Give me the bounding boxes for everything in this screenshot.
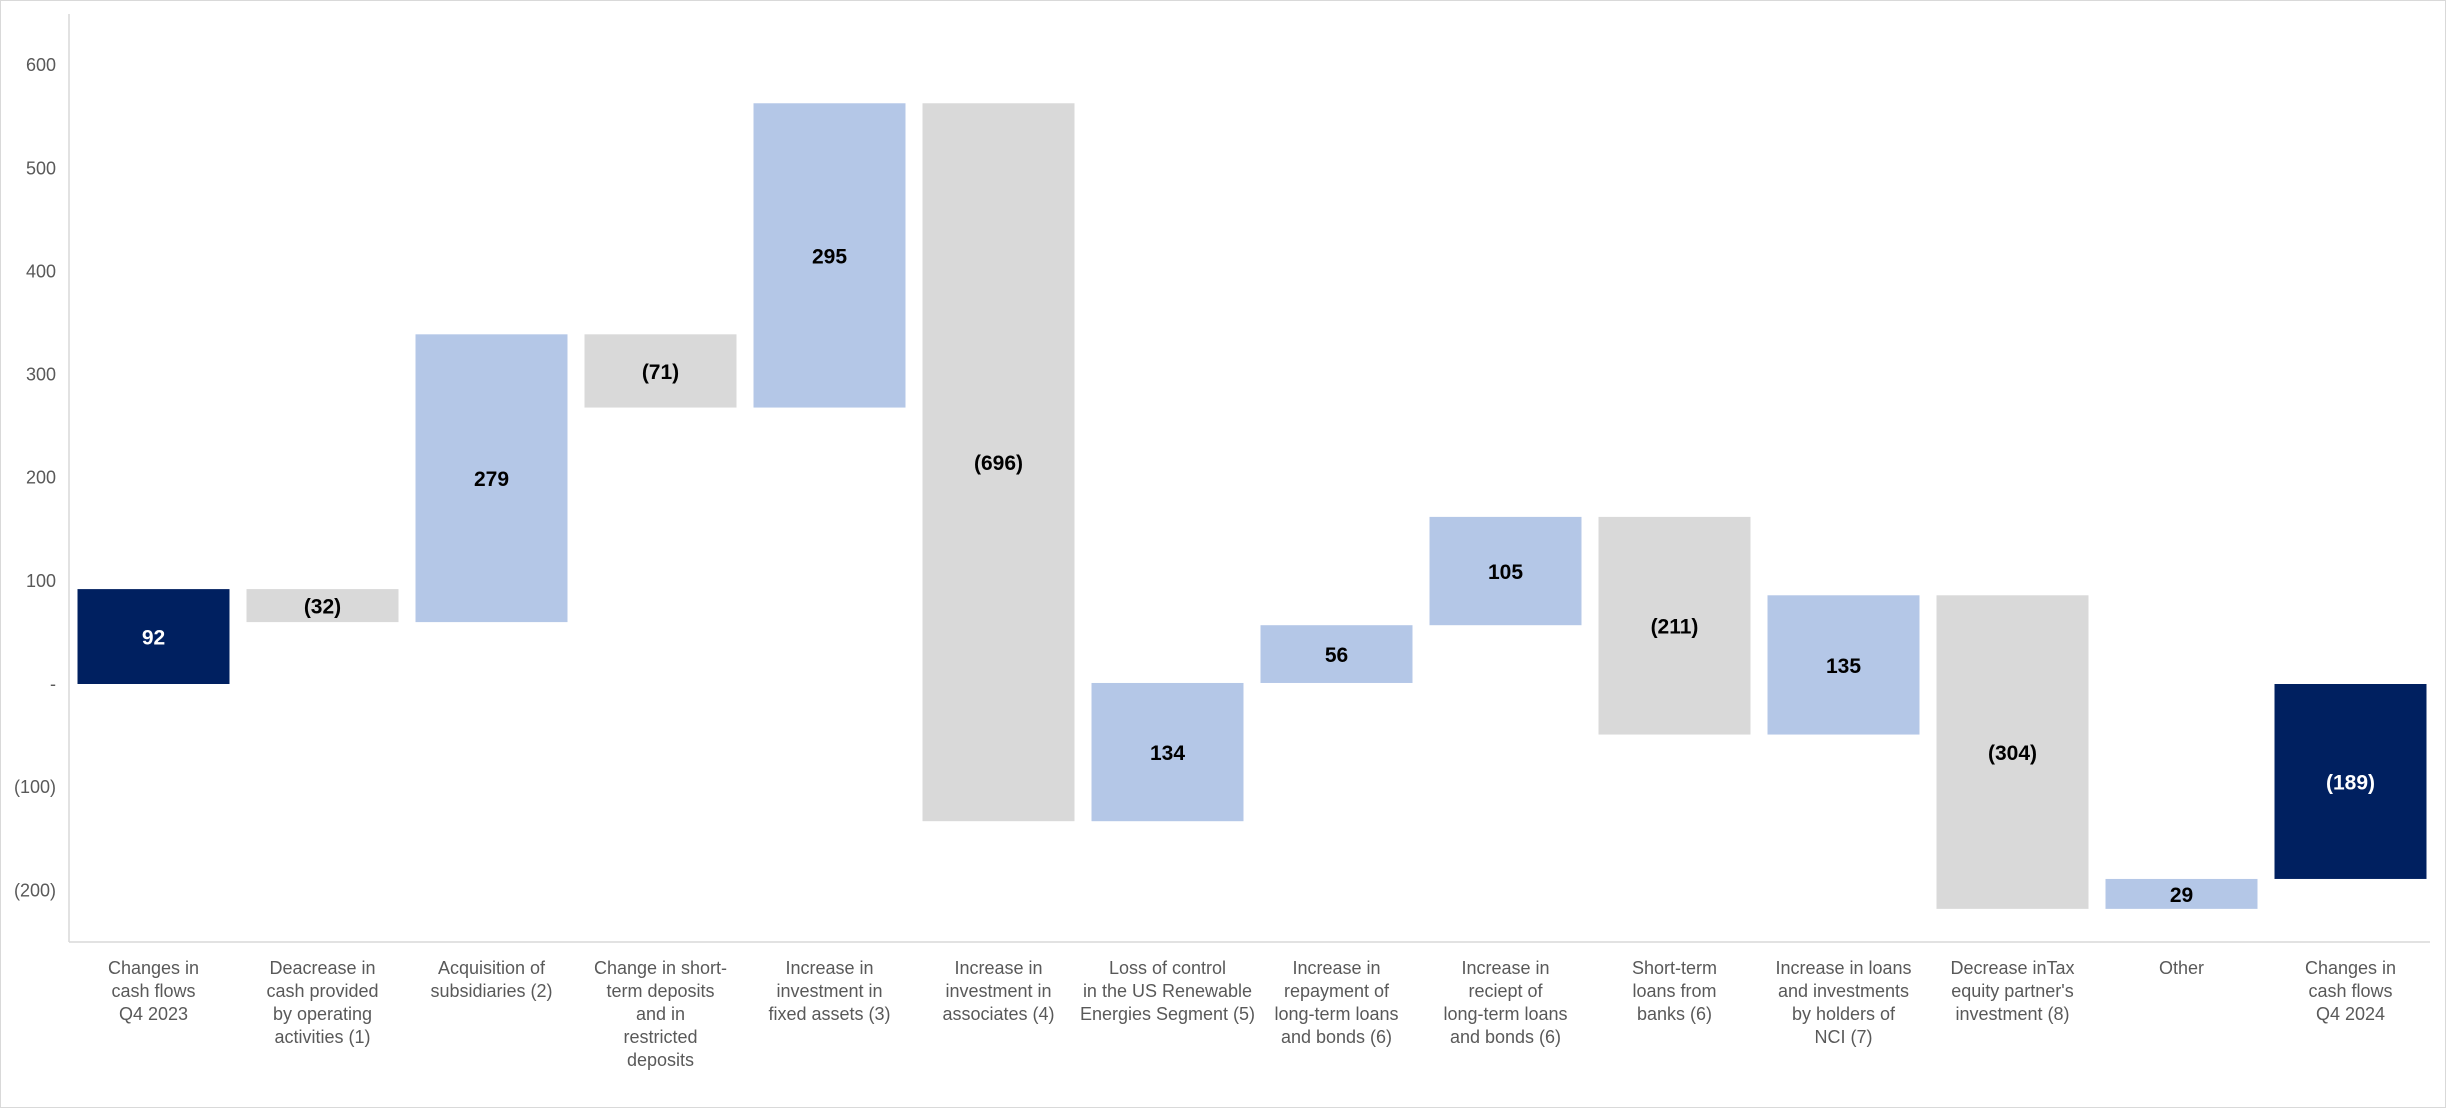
data-label: 295 <box>812 245 847 268</box>
bar-increase <box>1091 682 1244 822</box>
data-label: (189) <box>2326 771 2375 794</box>
category-label-line: Decrease inTax <box>1950 958 2074 978</box>
category-label-line: by holders of <box>1792 1004 1896 1024</box>
y-tick-label: 500 <box>26 158 56 178</box>
y-tick-label: 100 <box>26 571 56 591</box>
category-label-line: investment (8) <box>1955 1004 2069 1024</box>
bar-total <box>77 589 230 684</box>
category-label-line: associates (4) <box>942 1004 1054 1024</box>
category-label: Loss of control in the US Renewable Energi… <box>1080 958 1255 1024</box>
category-label-line: term deposits <box>606 981 714 1001</box>
category-label-line: Q4 2024 <box>2316 1004 2385 1024</box>
category-label-line: restricted <box>623 1027 697 1047</box>
category-label-line: subsidiaries (2) <box>430 981 552 1001</box>
category-label-line: Increase in <box>1461 958 1549 978</box>
category-label: Changes in cash flows Q4 2023 <box>108 958 199 1024</box>
y-tick-label: 400 <box>26 261 56 281</box>
data-label: 56 <box>1325 644 1348 667</box>
category-label-line: repayment of <box>1284 981 1390 1001</box>
category-label-line: Increase in <box>1292 958 1380 978</box>
category-label-line: Other <box>2159 958 2204 978</box>
data-label: (211) <box>1651 616 1699 639</box>
category-label-line: deposits <box>627 1050 694 1070</box>
category-label: Increase in repayment of long-term loans an… <box>1274 958 1398 1047</box>
category-label-line: Increase in loans <box>1775 958 1911 978</box>
category-label-line: and bonds (6) <box>1450 1027 1561 1047</box>
category-label-line: Changes in <box>108 958 199 978</box>
data-label: (304) <box>1988 742 2037 765</box>
category-label-line: Increase in <box>785 958 873 978</box>
y-tick-label: - <box>50 674 56 694</box>
category-label-line: equity partner's <box>1951 981 2074 1001</box>
bar-decrease <box>1598 516 1751 735</box>
data-label: 92 <box>142 627 165 650</box>
bar-increase <box>1767 595 1920 735</box>
category-label-line: long-term loans <box>1274 1004 1398 1024</box>
category-label-line: Change in short- <box>594 958 727 978</box>
bar-decrease <box>1936 595 2089 909</box>
bar-decrease <box>246 589 399 623</box>
category-label-line: investment in <box>945 981 1051 1001</box>
data-label: 105 <box>1488 561 1523 584</box>
category-label-line: Acquisition of <box>438 958 546 978</box>
category-label-line: Changes in <box>2305 958 2396 978</box>
y-tick-label: (100) <box>14 777 56 797</box>
category-label-line: loans from <box>1632 981 1716 1001</box>
category-label-line: cash flows <box>2308 981 2392 1001</box>
category-label-line: cash provided <box>266 981 378 1001</box>
y-tick-label: (200) <box>14 880 56 900</box>
bar-increase <box>1260 625 1413 683</box>
y-tick-label: 300 <box>26 365 56 385</box>
data-label: 279 <box>474 468 509 491</box>
category-label-line: and in <box>636 1004 685 1024</box>
data-label: 29 <box>2170 884 2193 907</box>
data-label: (696) <box>974 452 1023 475</box>
category-label-line: in the US Renewable <box>1083 981 1252 1001</box>
category-label-line: activities (1) <box>274 1027 370 1047</box>
category-label-line: fixed assets (3) <box>768 1004 890 1024</box>
category-label-line: reciept of <box>1468 981 1543 1001</box>
y-tick-label: 200 <box>26 468 56 488</box>
category-label: Other <box>2159 958 2204 978</box>
category-label-line: and investments <box>1778 981 1909 1001</box>
y-tick-label: 600 <box>26 55 56 75</box>
category-label-line: investment in <box>776 981 882 1001</box>
data-label: (71) <box>642 361 679 384</box>
category-label-line: Energies Segment (5) <box>1080 1004 1255 1024</box>
category-label: Increase in investment in fixed assets (3) <box>768 958 890 1024</box>
bar-increase <box>1429 516 1582 626</box>
category-label: Acquisition of subsidiaries (2) <box>430 958 552 1001</box>
data-label: 134 <box>1150 742 1185 765</box>
bar-increase <box>2105 878 2258 909</box>
category-label-line: banks (6) <box>1637 1004 1712 1024</box>
category-label: Increase in investment in associates (4) <box>942 958 1054 1024</box>
bar-increase <box>415 334 568 623</box>
category-label-line: Short-term <box>1632 958 1717 978</box>
data-label: 135 <box>1826 655 1861 678</box>
category-label: Increase in reciept of long-term loans and … <box>1443 958 1567 1047</box>
category-label-line: cash flows <box>111 981 195 1001</box>
category-label: Increase in loans and investments by holde… <box>1775 958 1911 1047</box>
category-label: Short-term loans from banks (6) <box>1632 958 1717 1024</box>
category-label-line: and bonds (6) <box>1281 1027 1392 1047</box>
bar-total <box>2274 684 2427 879</box>
bar-decrease <box>584 334 737 408</box>
category-label-line: Loss of control <box>1109 958 1226 978</box>
category-label-line: long-term loans <box>1443 1004 1567 1024</box>
category-label: Change in short-term deposits and in restr… <box>594 958 727 1070</box>
category-label-line: Q4 2023 <box>119 1004 188 1024</box>
category-label-line: by operating <box>273 1004 372 1024</box>
category-label-line: Deacrease in <box>269 958 375 978</box>
category-label-line: Increase in <box>954 958 1042 978</box>
data-label: (32) <box>304 596 341 619</box>
category-label-line: NCI (7) <box>1815 1027 1873 1047</box>
category-label: Deacrease in cash provided by operating act… <box>266 958 378 1047</box>
bar-increase <box>753 103 906 408</box>
category-label: Changes in cash flows Q4 2024 <box>2305 958 2396 1024</box>
bar-decrease <box>922 103 1075 822</box>
category-label: Decrease inTax equity partner's investment… <box>1950 958 2074 1024</box>
